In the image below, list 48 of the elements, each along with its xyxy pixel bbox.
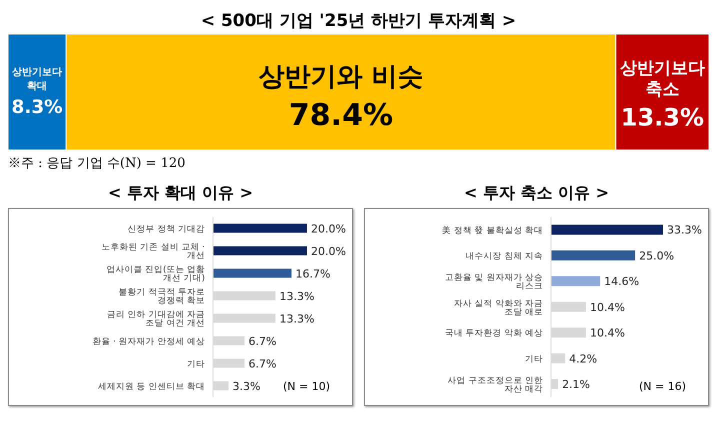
y-tick-label: 불황기 적극적 투자로 경쟁력 확보 [118,288,205,306]
data-label: 16.7% [295,267,330,280]
y-tick-label: 기타 [525,354,543,364]
chart-title: < 투자 확대 이유 > [106,182,254,204]
bar [551,250,636,260]
y-tick-label: 국내 투자환경 악화 예상 [444,328,543,339]
y-tick-label: 신정부 정책 기대감 [128,224,205,234]
y-tick-label: 금리 인하 기대감에 자금 조달 여건 개선 [106,310,205,329]
chart-title: < 투자 축소 이유 > [462,182,610,204]
chart-title: < 500대 기업 '25년 하반기 투자계획 > [200,10,518,33]
series-label: 상반기와 비슷 [258,62,424,92]
y-tick-label: 고환율 및 원자재가 상승 리스크 [444,273,543,292]
bar [213,268,292,278]
bar [213,224,307,233]
y-tick-label: 내수시장 침체 지속 [466,252,543,262]
data-label: 6.7% [248,357,276,370]
y-tick-label: 환율 · 원자재가 안정세 예상 [92,336,205,347]
data-label: 13.3% [280,312,314,326]
y-tick-label: 사업 구조조정으로 인한 자산 매각 [448,376,543,394]
data-label: 13.3% [620,104,704,132]
bar [213,246,307,256]
data-label: 13.3% [280,290,314,303]
data-label: 6.7% [248,334,276,348]
data-label: 10.4% [590,326,625,340]
data-label: 20.0% [311,244,346,258]
bar [551,224,663,235]
series-label: 상반기보다 축소 [620,58,705,100]
data-label: 3.3% [232,380,260,393]
data-label: 10.4% [590,300,625,314]
data-label: 2.1% [562,378,590,391]
data-label: 14.6% [604,275,640,288]
y-tick-label: 업사이클 진입(또는 업황 개선 기대) [106,265,205,284]
y-tick-label: 자사 실적 악화와 자금 조달 애로 [454,298,543,318]
y-tick-label: 노후화된 기존 설비 교체 · 개선 [101,242,205,262]
bar [551,276,600,286]
data-label: 78.4% [288,98,394,133]
series-label: 상반기보다 확대 [12,66,62,92]
annotation: (N = 10) [282,380,330,393]
data-label: 25.0% [639,249,674,262]
data-label: 20.0% [311,222,346,236]
y-tick-label: 세제지원 등 인센티브 확대 [98,382,205,392]
data-label: 33.3% [667,224,702,237]
y-tick-label: 美 정책 發 불확실성 확대 [442,224,543,236]
text: ※주 : 응답 기업 수(N) = 120 [8,155,186,172]
data-label: 8.3% [12,97,63,118]
data-label: 4.2% [569,352,598,366]
y-tick-label: 기타 [187,359,205,370]
annotation: (N = 16) [638,380,686,393]
